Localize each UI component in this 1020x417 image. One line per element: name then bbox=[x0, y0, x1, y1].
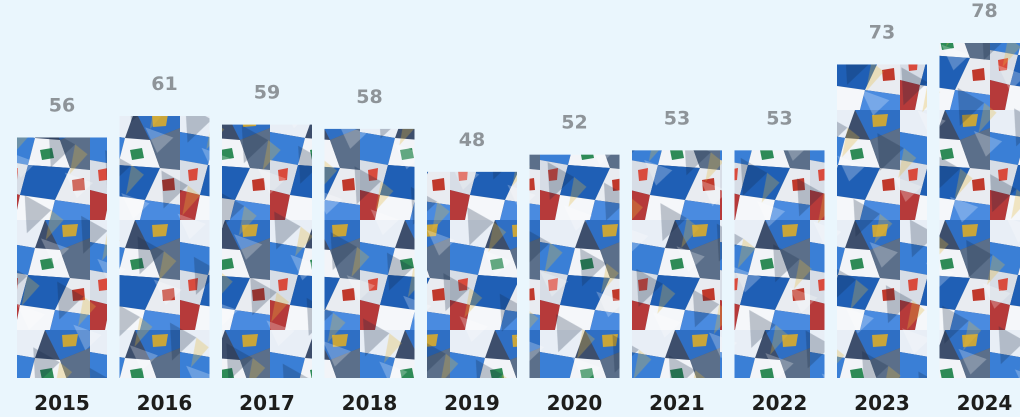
bar-texture-2015 bbox=[17, 137, 107, 378]
value-label-2020: 52 bbox=[561, 112, 587, 134]
bar-texture-2019 bbox=[427, 171, 517, 378]
value-label-2022: 53 bbox=[766, 107, 792, 129]
bar-texture-2020 bbox=[529, 154, 620, 378]
year-label-2023: 2023 bbox=[854, 391, 910, 415]
year-label-2019: 2019 bbox=[444, 391, 500, 415]
year-labels-group: 2015 2016 2017 2018 2019 2020 2021 2022 2023 2024 bbox=[34, 391, 1012, 415]
bar-texture-2024 bbox=[939, 43, 1020, 378]
year-label-2017: 2017 bbox=[239, 391, 295, 415]
value-label-2024: 78 bbox=[971, 0, 997, 22]
year-label-2022: 2022 bbox=[752, 391, 808, 415]
year-label-2021: 2021 bbox=[649, 391, 705, 415]
bar-texture-2018 bbox=[324, 128, 415, 378]
value-label-2015: 56 bbox=[49, 94, 75, 116]
year-label-2024: 2024 bbox=[957, 391, 1013, 415]
value-label-2016: 61 bbox=[151, 73, 177, 95]
bar-texture-2023 bbox=[837, 64, 927, 378]
value-labels-group: 56 61 59 58 48 52 53 53 73 78 bbox=[49, 0, 998, 151]
bar-texture-2017 bbox=[222, 124, 312, 378]
bar-texture-2016 bbox=[119, 116, 210, 378]
bars-group bbox=[17, 43, 1020, 378]
year-label-2015: 2015 bbox=[34, 391, 90, 415]
value-label-2018: 58 bbox=[356, 86, 382, 108]
value-label-2017: 59 bbox=[254, 82, 280, 104]
year-label-2020: 2020 bbox=[547, 391, 603, 415]
bar-texture-2021 bbox=[632, 150, 722, 378]
value-label-2019: 48 bbox=[459, 129, 485, 151]
value-label-2023: 73 bbox=[869, 21, 895, 43]
year-label-2016: 2016 bbox=[137, 391, 193, 415]
bar-texture-2022 bbox=[734, 150, 825, 378]
value-label-2021: 53 bbox=[664, 107, 690, 129]
year-label-2018: 2018 bbox=[342, 391, 398, 415]
